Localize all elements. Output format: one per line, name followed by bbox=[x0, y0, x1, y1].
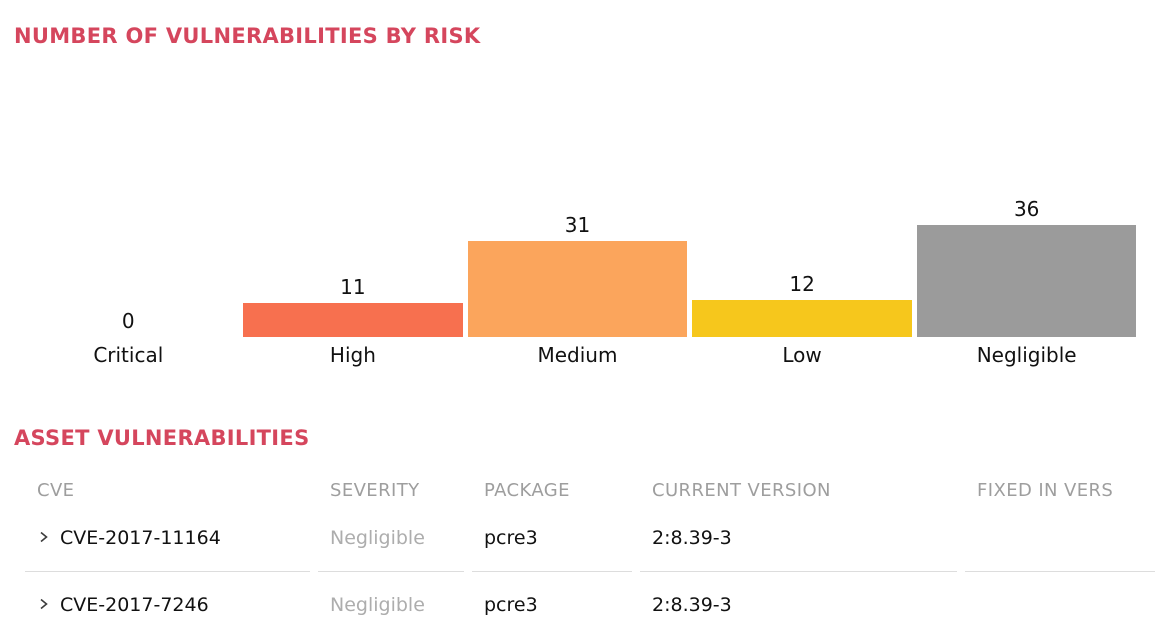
asset-vulnerabilities-table: CVE SEVERITY PACKAGE CURRENT VERSION FIXED I… bbox=[25, 475, 1155, 633]
cell-package: pcre3 bbox=[472, 505, 632, 572]
cell-fixed-in-version bbox=[965, 572, 1155, 633]
column-header-severity: SEVERITY bbox=[330, 479, 420, 501]
bar-category-label-negligible: Negligible bbox=[976, 343, 1077, 367]
cell-current-version: 2:8.39-3 bbox=[640, 505, 957, 572]
chart-column-high: 11 bbox=[241, 275, 466, 337]
chevron-right-icon[interactable] bbox=[37, 530, 50, 547]
bar-high bbox=[243, 303, 463, 337]
cve-id-text: CVE-2017-11164 bbox=[60, 527, 221, 549]
cell-severity: Negligible bbox=[318, 505, 464, 572]
row-expander-button[interactable] bbox=[37, 530, 50, 547]
bar-value-label: 36 bbox=[1013, 197, 1040, 221]
cve-id-text: CVE-2017-7246 bbox=[60, 594, 209, 616]
bar-medium bbox=[467, 241, 688, 337]
bar-negligible bbox=[916, 225, 1137, 337]
cell-fixed-in-version bbox=[965, 505, 1155, 572]
cell-severity: Negligible bbox=[318, 572, 464, 633]
bar-category-label-high: High bbox=[329, 343, 376, 367]
bar-value-label: 0 bbox=[121, 309, 135, 333]
chart-bars-area: 0 11 31 12 36 bbox=[16, 190, 1139, 337]
column-header-current-version: CURRENT VERSION bbox=[652, 479, 831, 501]
cell-current-version: 2:8.39-3 bbox=[640, 572, 957, 633]
table-header-row: CVE SEVERITY PACKAGE CURRENT VERSION FIXED I… bbox=[25, 475, 1155, 505]
table-row: CVE-2017-11164 Negligible pcre3 2:8.39-3 bbox=[25, 505, 1155, 572]
column-header-fixed-in-vers: FIXED IN VERS bbox=[977, 479, 1114, 501]
chevron-right-icon[interactable] bbox=[37, 597, 50, 614]
bar-value-label: 31 bbox=[564, 213, 591, 237]
column-header-cve: CVE bbox=[37, 479, 75, 501]
chart-column-medium: 31 bbox=[465, 213, 690, 337]
row-expander-button[interactable] bbox=[37, 597, 50, 614]
bar-value-label: 11 bbox=[340, 275, 366, 299]
cell-cve: CVE-2017-11164 bbox=[25, 505, 310, 572]
table-body: CVE-2017-11164 Negligible pcre3 2:8.39-3 CVE… bbox=[25, 505, 1155, 633]
chart-column-critical: 0 bbox=[16, 309, 241, 337]
table-row: CVE-2017-7246 Negligible pcre3 2:8.39-3 bbox=[25, 572, 1155, 633]
vulnerabilities-by-risk-chart: 0 11 31 12 36 Critical High Medium Low Negligibl… bbox=[16, 190, 1139, 367]
bar-category-label-medium: Medium bbox=[537, 343, 618, 367]
bar-low bbox=[692, 300, 912, 337]
bar-value-label: 12 bbox=[789, 272, 815, 296]
chart-section-title: NUMBER OF VULNERABILITIES BY RISK bbox=[14, 24, 481, 48]
bar-category-label-low: Low bbox=[782, 343, 822, 367]
cell-package: pcre3 bbox=[472, 572, 632, 633]
table-section-title: ASSET VULNERABILITIES bbox=[14, 426, 310, 450]
bar-category-label-critical: Critical bbox=[93, 343, 164, 367]
chart-column-negligible: 36 bbox=[914, 197, 1139, 337]
chart-category-labels: Critical High Medium Low Negligible bbox=[16, 337, 1139, 367]
column-header-package: PACKAGE bbox=[484, 479, 570, 501]
cell-cve: CVE-2017-7246 bbox=[25, 572, 310, 633]
chart-column-low: 12 bbox=[690, 272, 915, 337]
